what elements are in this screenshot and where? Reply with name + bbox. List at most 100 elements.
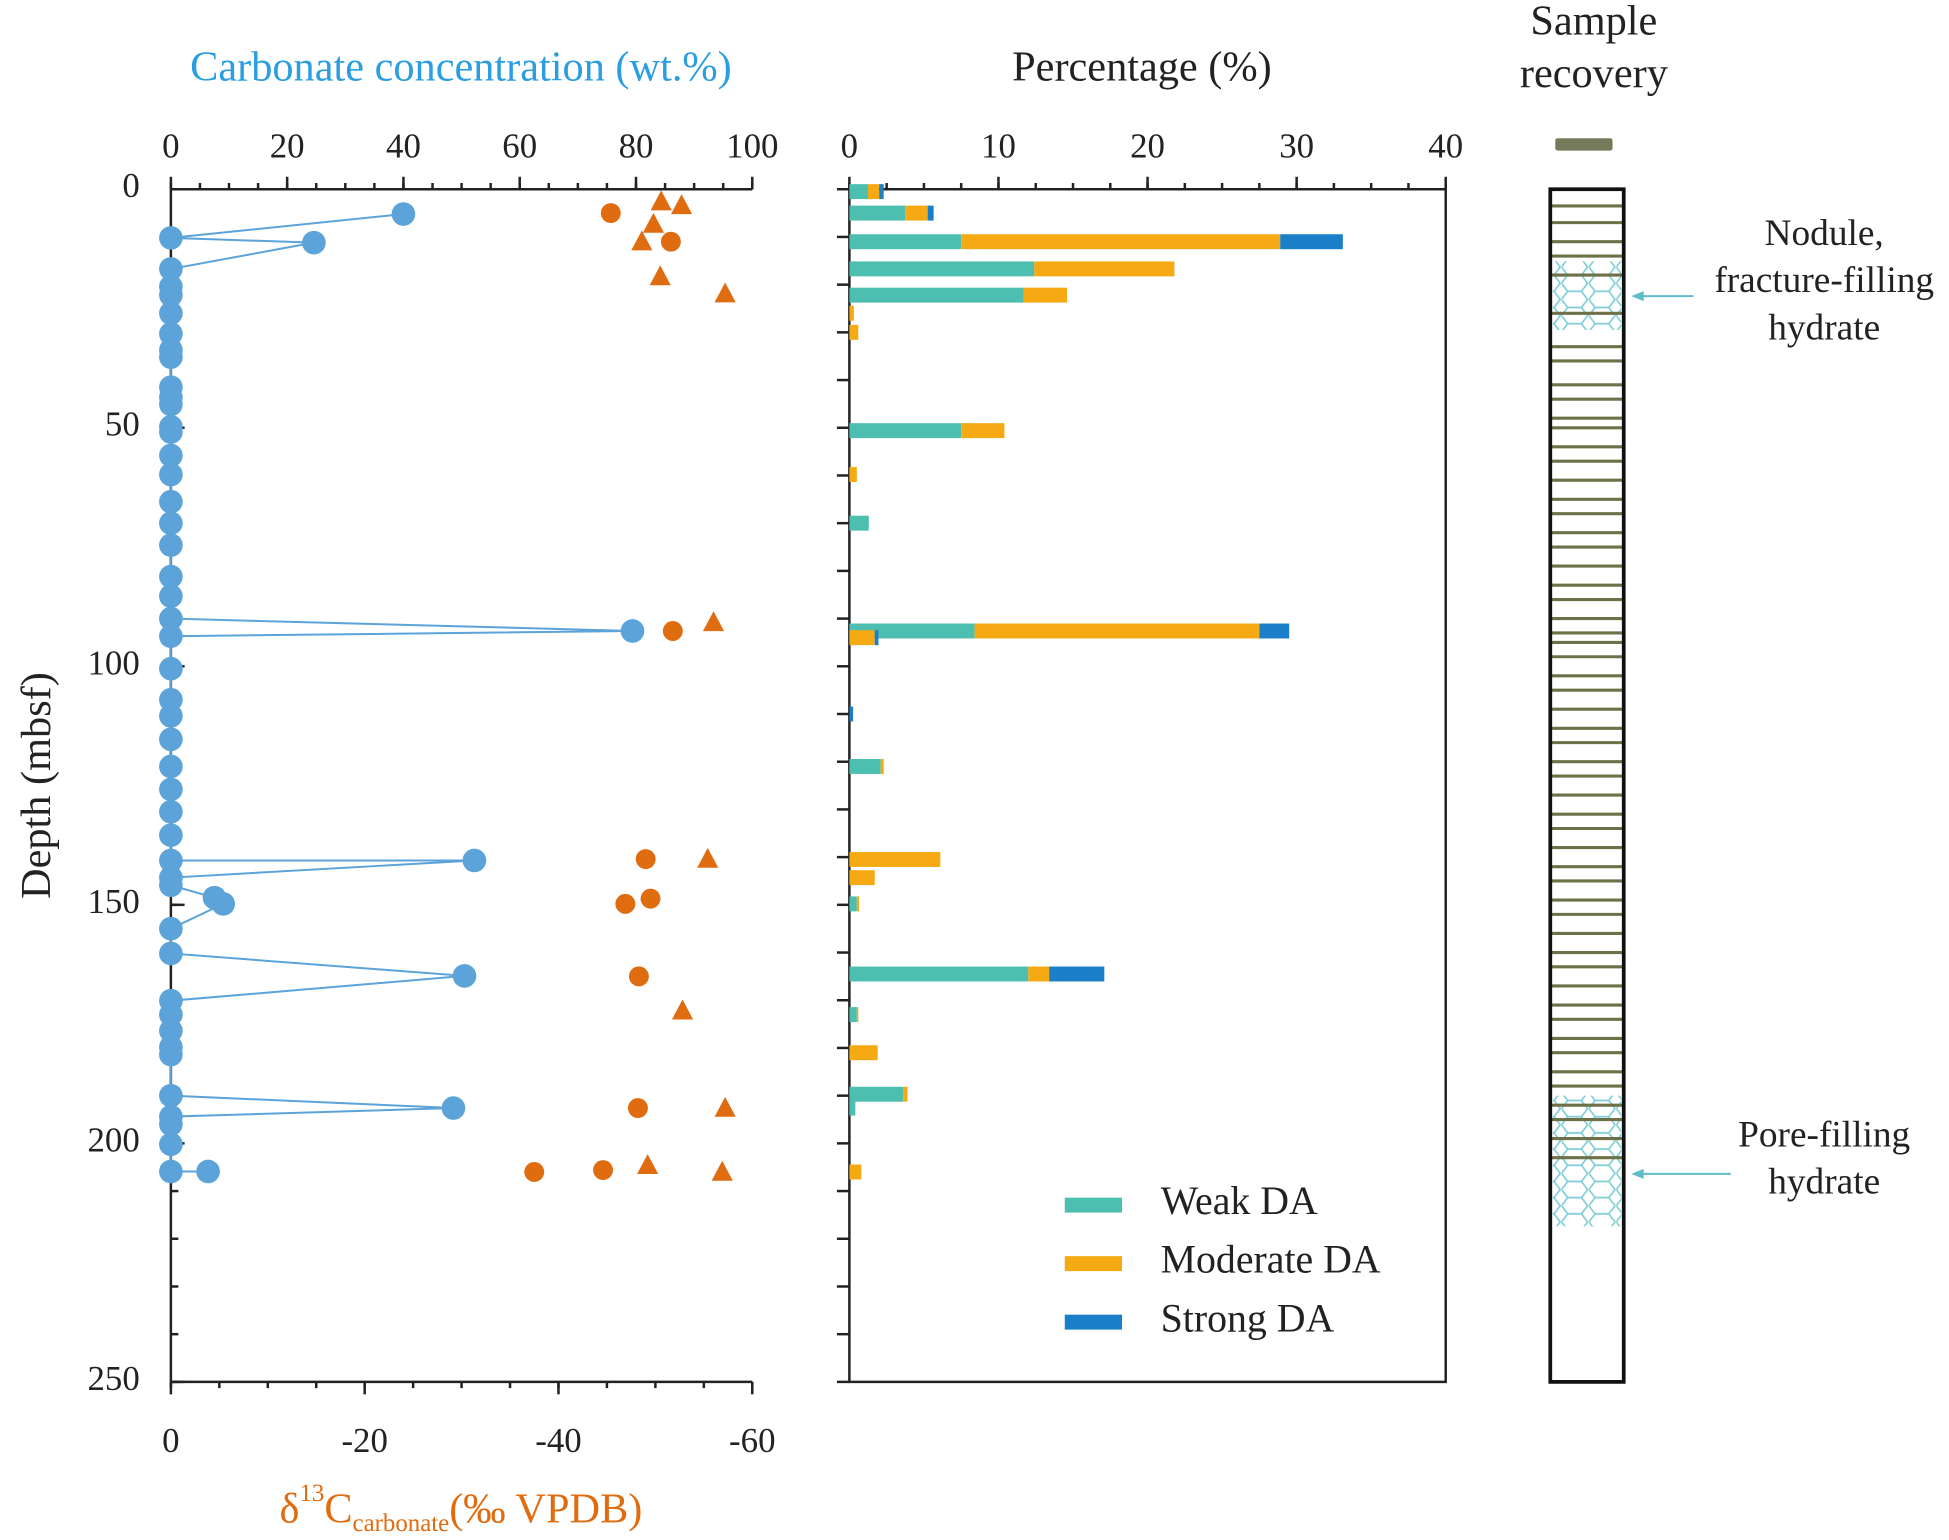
bar-segment (927, 205, 934, 221)
bar-segment (1023, 287, 1068, 303)
bar-segment (849, 261, 1035, 277)
circle-marker (524, 1162, 545, 1182)
circle-marker (159, 489, 183, 514)
bar-segment (849, 896, 857, 912)
circle-marker (627, 1098, 648, 1119)
triangle-marker (702, 611, 725, 632)
triangle-marker (650, 190, 672, 211)
x2-axis-title-part: δ (280, 1485, 300, 1532)
legend-label: Weak DA (1161, 1179, 1318, 1223)
bar-segment (1049, 966, 1105, 982)
legend-swatch (1064, 1314, 1123, 1330)
circle-marker (159, 1132, 183, 1157)
circle-marker (159, 257, 183, 281)
bar-segment (974, 623, 1260, 639)
legend-label: Strong DA (1161, 1296, 1335, 1340)
column-title: Sample (1530, 0, 1657, 45)
x-tick-label: 40 (386, 126, 421, 165)
x2-axis-title-part: 13 (299, 1480, 324, 1507)
triangle-marker (671, 999, 694, 1020)
circle-marker (196, 1159, 220, 1184)
bar-segment (849, 759, 881, 774)
triangle-marker (670, 194, 693, 215)
circle-marker (441, 1096, 466, 1120)
circle-marker (159, 624, 183, 649)
bar-segment (961, 234, 1281, 250)
y-tick-label: 100 (87, 643, 139, 682)
circle-marker (620, 619, 645, 643)
annotation-text: hydrate (1768, 308, 1880, 349)
bar-segment (849, 852, 941, 867)
core-top-marker (1555, 138, 1613, 151)
circle-marker (159, 443, 183, 468)
bar-segment (905, 205, 928, 221)
circle-marker (159, 462, 183, 487)
circle-marker (302, 230, 326, 255)
x-tick-label: 10 (981, 126, 1016, 165)
x2-axis-title-part: (‰ VPDB) (449, 1485, 642, 1532)
circle-marker (159, 301, 183, 326)
circle-marker (159, 941, 183, 966)
bar-segment (849, 623, 975, 639)
bar-segment (1028, 966, 1050, 982)
circle-marker (159, 564, 183, 589)
circle-marker (159, 533, 183, 557)
circle-marker (159, 873, 183, 898)
annotation-text: fracture-filling (1714, 260, 1934, 301)
bar-segment (1259, 623, 1290, 639)
bar-segment (849, 234, 962, 250)
bar-segment (849, 515, 869, 531)
circle-marker (159, 727, 183, 752)
bar-segment (903, 1086, 908, 1102)
x2-tick-label: -60 (729, 1421, 775, 1460)
circle-marker (159, 392, 183, 417)
annotation-text: Pore-filling (1738, 1114, 1910, 1155)
bar-segment (849, 1045, 878, 1061)
circle-marker (159, 606, 183, 631)
bar-segment (849, 1100, 856, 1116)
circle-marker (159, 321, 183, 346)
circle-marker (159, 584, 183, 608)
bar-segment (849, 1164, 862, 1180)
core-column (1548, 187, 1626, 1384)
legend-label: Moderate DA (1161, 1238, 1381, 1282)
x-tick-label: 0 (841, 126, 858, 165)
column-title: recovery (1520, 50, 1668, 97)
circle-marker (159, 226, 183, 250)
x-axis-title: Carbonate concentration (wt.%) (190, 44, 732, 91)
y-tick-label: 150 (87, 882, 139, 921)
bar-segment (849, 706, 854, 722)
circle-marker (159, 1083, 183, 1108)
circle-marker (391, 202, 416, 226)
x2-axis-title-part: carbonate (353, 1510, 450, 1537)
bar-segment (1034, 261, 1175, 277)
x2-tick-label: 0 (162, 1421, 179, 1460)
circle-marker (662, 621, 683, 641)
x-tick-label: 80 (619, 126, 654, 165)
bar-segment (856, 896, 860, 912)
circle-marker (159, 1042, 183, 1067)
annotation-text: Nodule, (1765, 213, 1884, 254)
legend-swatch (1064, 1197, 1123, 1213)
triangle-marker (714, 1096, 736, 1117)
circle-marker (159, 345, 183, 369)
triangle-marker (697, 847, 719, 868)
x-tick-label: 20 (1130, 126, 1165, 165)
x2-axis-title: δ13Ccarbonate(‰ VPDB) (280, 1480, 643, 1537)
bar-segment (868, 184, 880, 200)
bar-segment (874, 630, 879, 646)
circle-marker (159, 511, 183, 536)
circle-marker (159, 1002, 183, 1027)
x2-axis-title-part: C (324, 1485, 352, 1532)
circle-marker (159, 799, 183, 824)
triangle-marker (642, 212, 665, 233)
bar-segment (849, 1007, 857, 1023)
y-tick-label: 0 (122, 166, 139, 205)
circle-marker (600, 203, 621, 224)
y-tick-label: 50 (105, 405, 140, 444)
circle-marker (159, 754, 183, 779)
annotation-arrowhead (1631, 1168, 1644, 1179)
x-tick-label: 40 (1428, 126, 1463, 165)
circle-marker (159, 1159, 183, 1184)
